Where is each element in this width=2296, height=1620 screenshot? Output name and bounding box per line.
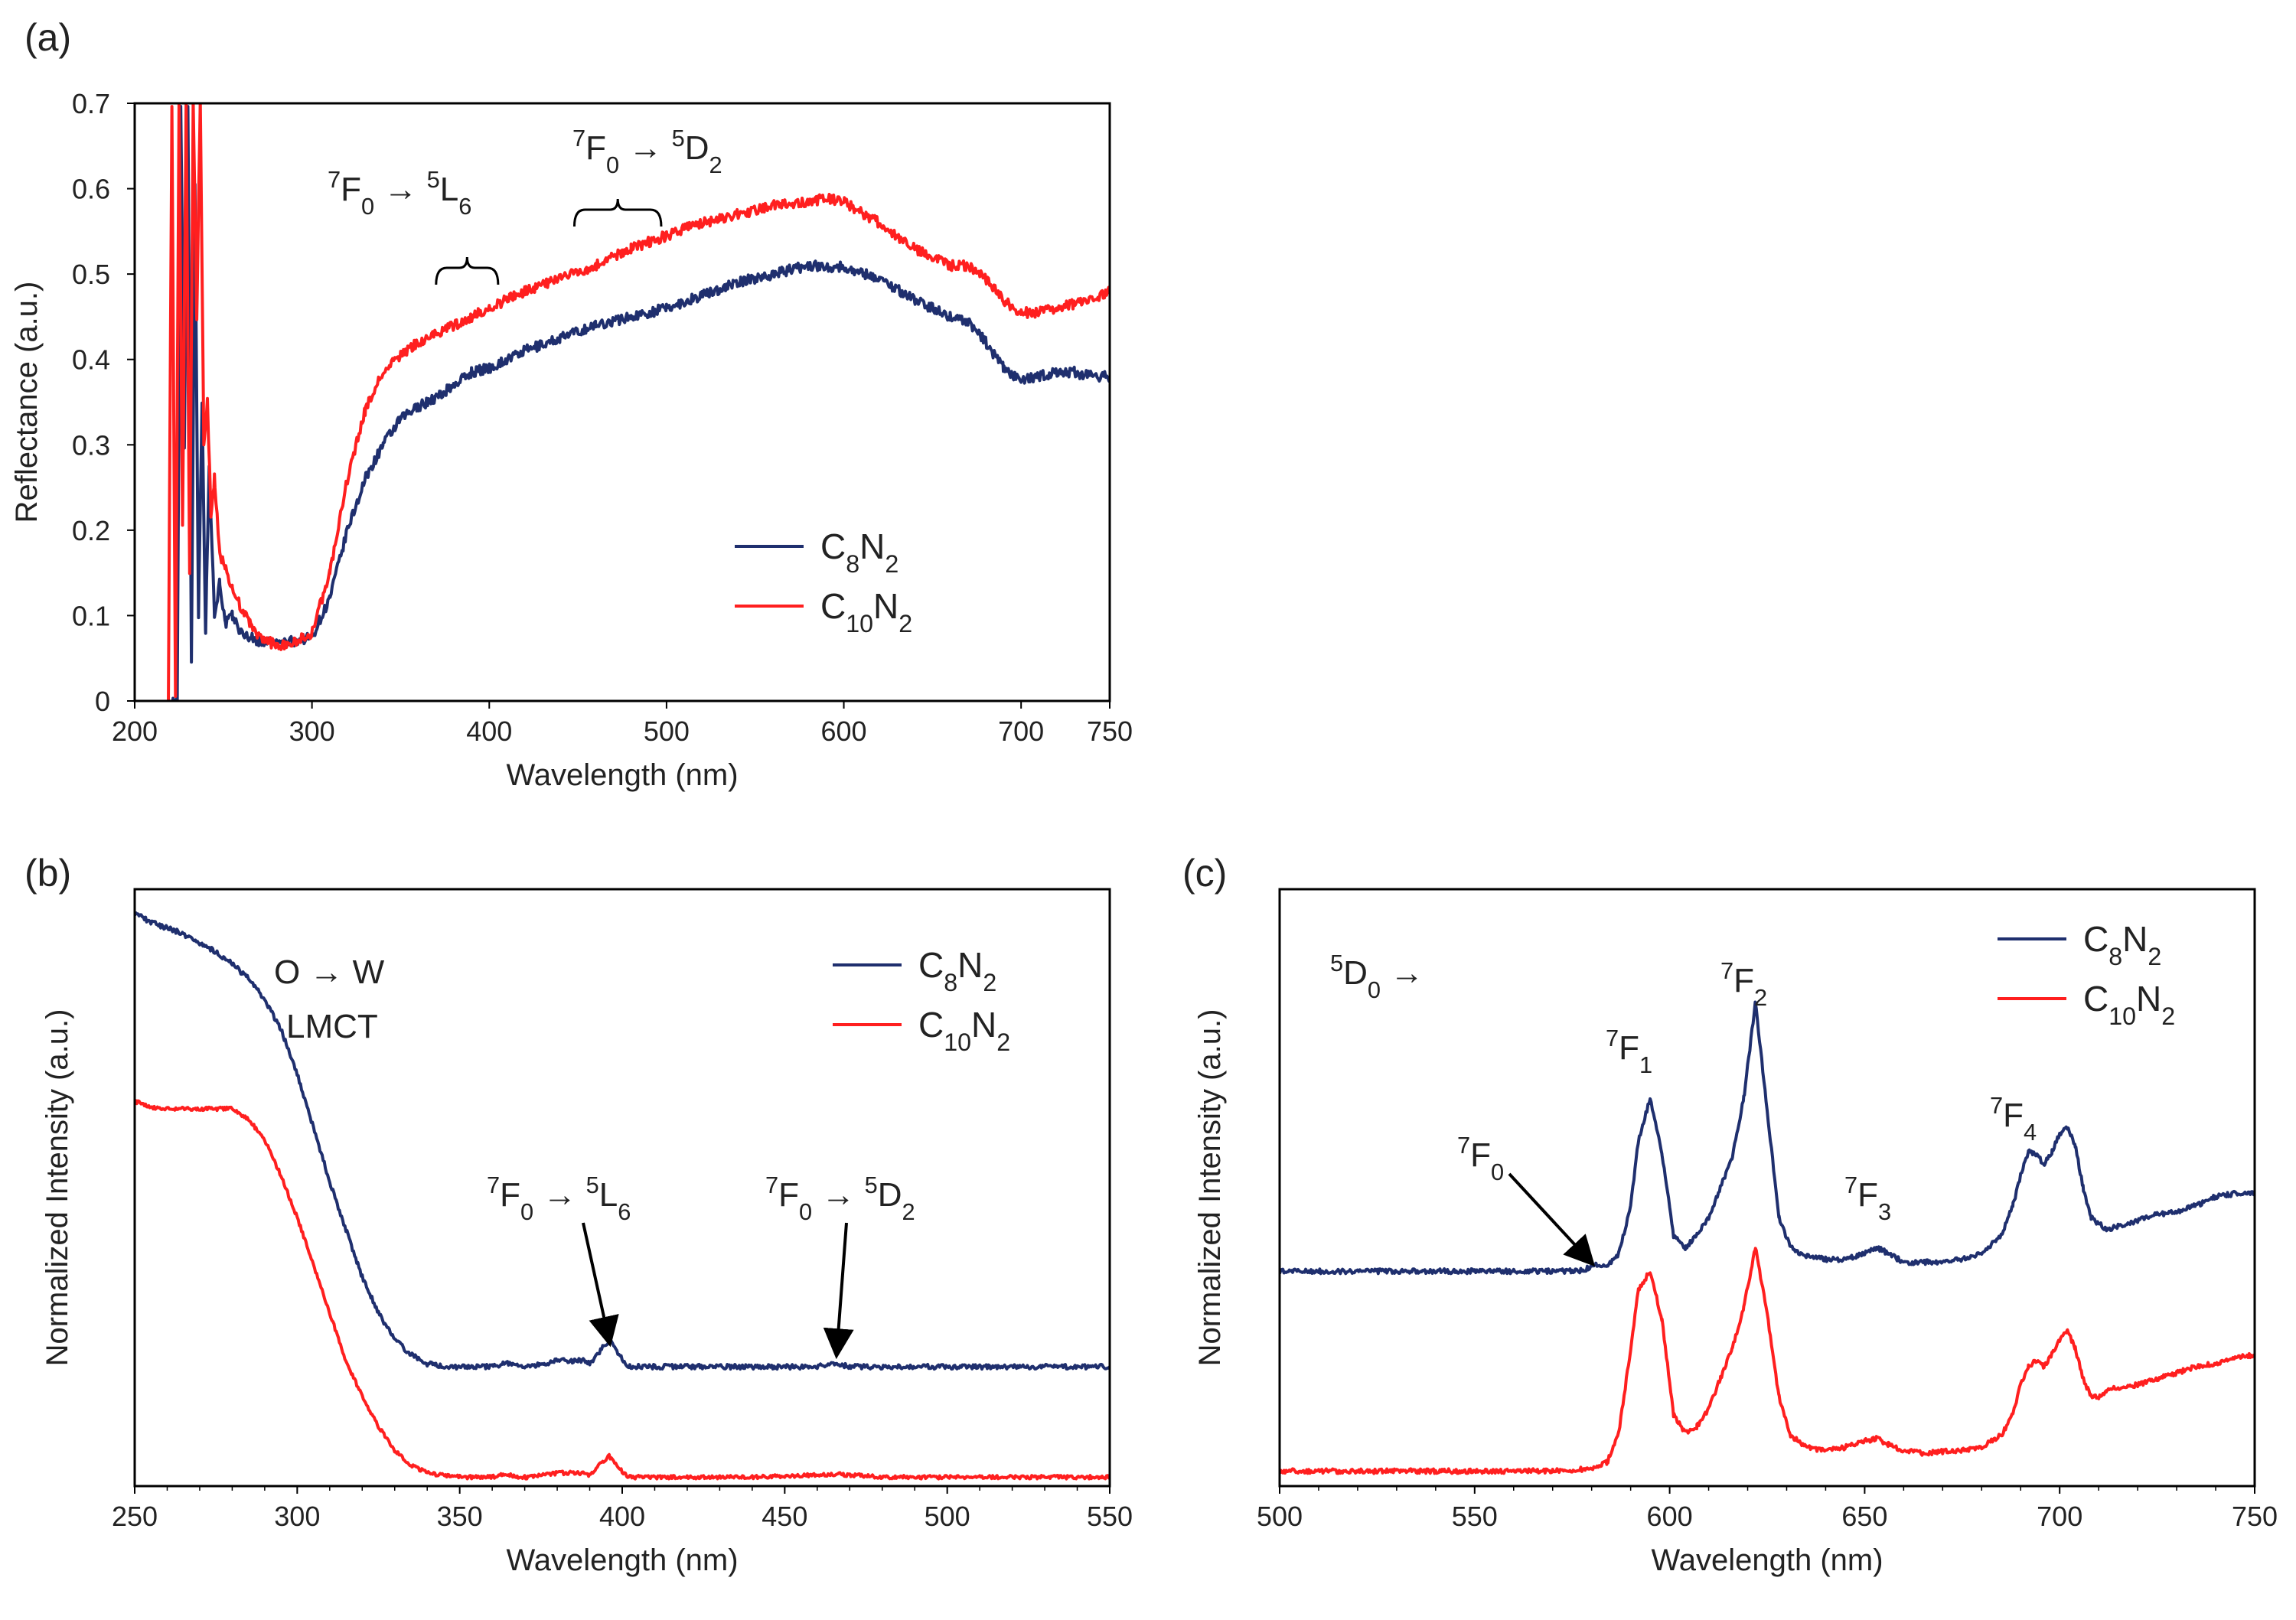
x-tick-label: 500 <box>644 715 690 747</box>
y-tick-label: 0.1 <box>72 600 110 631</box>
x-tick-label: 500 <box>925 1501 970 1532</box>
f2-label: 7F2 <box>1720 957 1767 1011</box>
x-tick-label: 550 <box>1452 1501 1498 1532</box>
legend: C8N2 C10N2 <box>735 526 912 637</box>
transition-label: 7F0 → 5D2 <box>572 125 722 178</box>
y-tick-label: 0.7 <box>72 88 110 119</box>
y-tick-label: 0.6 <box>72 174 110 205</box>
x-axis-title: Wavelength (nm) <box>1651 1543 1883 1577</box>
chart-reflectance: 200 300 400 500 600 700 750 0 0.1 0.2 0.3 0.4 0.5 0.6… <box>10 88 1133 792</box>
transition-label: 7F0 → 5L6 <box>328 166 471 220</box>
legend-label: C10N2 <box>2083 979 2175 1030</box>
y-axis-title: Normalized Intensity (a.u.) <box>41 1009 74 1367</box>
y-axis-title: Normalized Intensity (a.u.) <box>1193 1009 1227 1367</box>
f0-label: 7F0 <box>1457 1132 1504 1185</box>
y-tick-label: 0.4 <box>72 344 110 376</box>
panel-label-c: (c) <box>1182 852 1227 895</box>
x-tick-label: 700 <box>2037 1501 2082 1532</box>
arrow-icon <box>1508 1172 1596 1267</box>
series-line-C8N2 <box>171 105 1110 701</box>
transition-label: 7F0 → 5D2 <box>765 1172 915 1225</box>
series-line-C10N2 <box>167 103 1110 701</box>
f1-label: 7F1 <box>1606 1025 1652 1078</box>
brace-icon <box>435 256 500 285</box>
y-axis-title: Reflectance (a.u.) <box>10 282 44 523</box>
x-tick-label: 300 <box>289 715 335 747</box>
lmct-label-line2: LMCT <box>286 1008 378 1045</box>
x-tick-label: 750 <box>2232 1501 2278 1532</box>
x-tick-label: 700 <box>998 715 1044 747</box>
plot-frame <box>133 102 1111 702</box>
f3-label: 7F3 <box>1844 1172 1891 1225</box>
x-tick-label: 500 <box>1257 1501 1303 1532</box>
x-tick-label: 400 <box>599 1501 645 1532</box>
series-line-C10N2 <box>135 1099 1110 1481</box>
transition-label: 7F0 → 5L6 <box>487 1172 631 1225</box>
y-tick-label: 0.5 <box>72 259 110 290</box>
series-group <box>167 103 1110 701</box>
legend: C8N2 C10N2 <box>833 945 1010 1056</box>
arrow-icon <box>582 1222 619 1348</box>
y-tick-label: 0 <box>95 686 110 717</box>
series-line-C8N2 <box>1280 1000 2255 1276</box>
legend-label: C8N2 <box>918 945 996 996</box>
x-tick-label: 200 <box>112 715 158 747</box>
x-tick-label: 550 <box>1087 1501 1133 1532</box>
x-tick-label: 350 <box>437 1501 483 1532</box>
x-tick-label: 650 <box>1841 1501 1887 1532</box>
panel-label-a: (a) <box>24 16 71 59</box>
x-tick-label: 600 <box>821 715 867 747</box>
x-tick-label: 600 <box>1647 1501 1693 1532</box>
series-group <box>1280 1000 2255 1475</box>
brace-icon <box>572 198 663 227</box>
series-line-C8N2 <box>135 911 1110 1371</box>
f4-label: 7F4 <box>1990 1092 2037 1146</box>
series-group <box>135 911 1110 1481</box>
d0-label: 5D0 → <box>1330 950 1424 1003</box>
x-tick-label: 250 <box>112 1501 158 1532</box>
x-tick-label: 450 <box>762 1501 807 1532</box>
legend: C8N2 C10N2 <box>1998 919 2175 1030</box>
y-tick-label: 0.3 <box>72 429 110 461</box>
chart-excitation: 250 300 350 400 450 500 550 Wavelength (nm) Norm… <box>41 888 1133 1577</box>
x-axis-title: Wavelength (nm) <box>506 1543 738 1577</box>
legend-label: C10N2 <box>918 1005 1010 1056</box>
x-tick-label: 750 <box>1087 715 1133 747</box>
panel-label-b: (b) <box>24 852 71 895</box>
x-tick-label: 300 <box>274 1501 320 1532</box>
x-tick-label: 400 <box>466 715 512 747</box>
legend-label: C8N2 <box>820 526 899 578</box>
lmct-label-line1: O → W <box>274 953 385 991</box>
x-axis-title: Wavelength (nm) <box>506 758 738 792</box>
legend-label: C8N2 <box>2083 919 2161 970</box>
arrow-icon <box>823 1222 854 1360</box>
y-tick-label: 0.2 <box>72 515 110 546</box>
plot-frame <box>1278 888 2256 1488</box>
series-line-C10N2 <box>1280 1247 2255 1475</box>
legend-label: C10N2 <box>820 586 912 637</box>
chart-emission: 500 550 600 650 700 750 Wavelength (nm) Normali… <box>1193 888 2278 1577</box>
